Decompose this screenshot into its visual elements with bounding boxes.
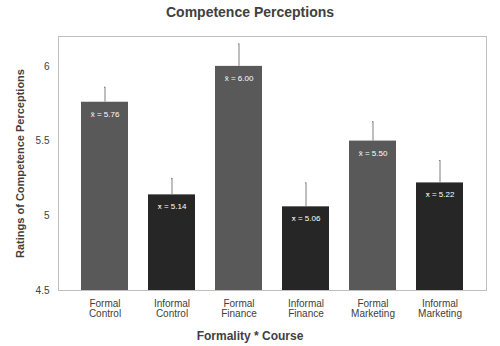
svg-text:5: 5 bbox=[44, 210, 50, 221]
html-text:Formality * Course: Formality * Course bbox=[196, 329, 304, 343]
svg-text:5.5: 5.5 bbox=[36, 135, 50, 146]
svg-text:x̄ = 5.50: x̄ = 5.50 bbox=[359, 149, 388, 158]
svg-text:x̄ = 5.76: x̄ = 5.76 bbox=[91, 110, 120, 119]
svg-text:4.5: 4.5 bbox=[36, 285, 50, 296]
svg-text:FormalFinance: FormalFinance bbox=[221, 298, 257, 319]
svg-text:x̄ = 6.00: x̄ = 6.00 bbox=[225, 74, 254, 83]
svg-text:x̄ = 5.22: x̄ = 5.22 bbox=[426, 190, 455, 199]
html-text:Competence Perceptions: Competence Perceptions bbox=[166, 4, 334, 20]
svg-text:Ratings of Competence Percepti: Ratings of Competence Perceptions bbox=[14, 69, 26, 258]
svg-text:FormalControl: FormalControl bbox=[89, 298, 121, 319]
svg-text:InformalFinance: InformalFinance bbox=[288, 298, 324, 319]
svg-text:InformalMarketing: InformalMarketing bbox=[418, 298, 462, 319]
svg-text:x̄ = 5.14: x̄ = 5.14 bbox=[158, 202, 187, 211]
svg-text:InformalControl: InformalControl bbox=[154, 298, 190, 319]
svg-text:6: 6 bbox=[44, 61, 50, 72]
svg-text:FormalMarketing: FormalMarketing bbox=[351, 298, 395, 319]
svg-text:x̄ = 5.06: x̄ = 5.06 bbox=[292, 214, 321, 223]
